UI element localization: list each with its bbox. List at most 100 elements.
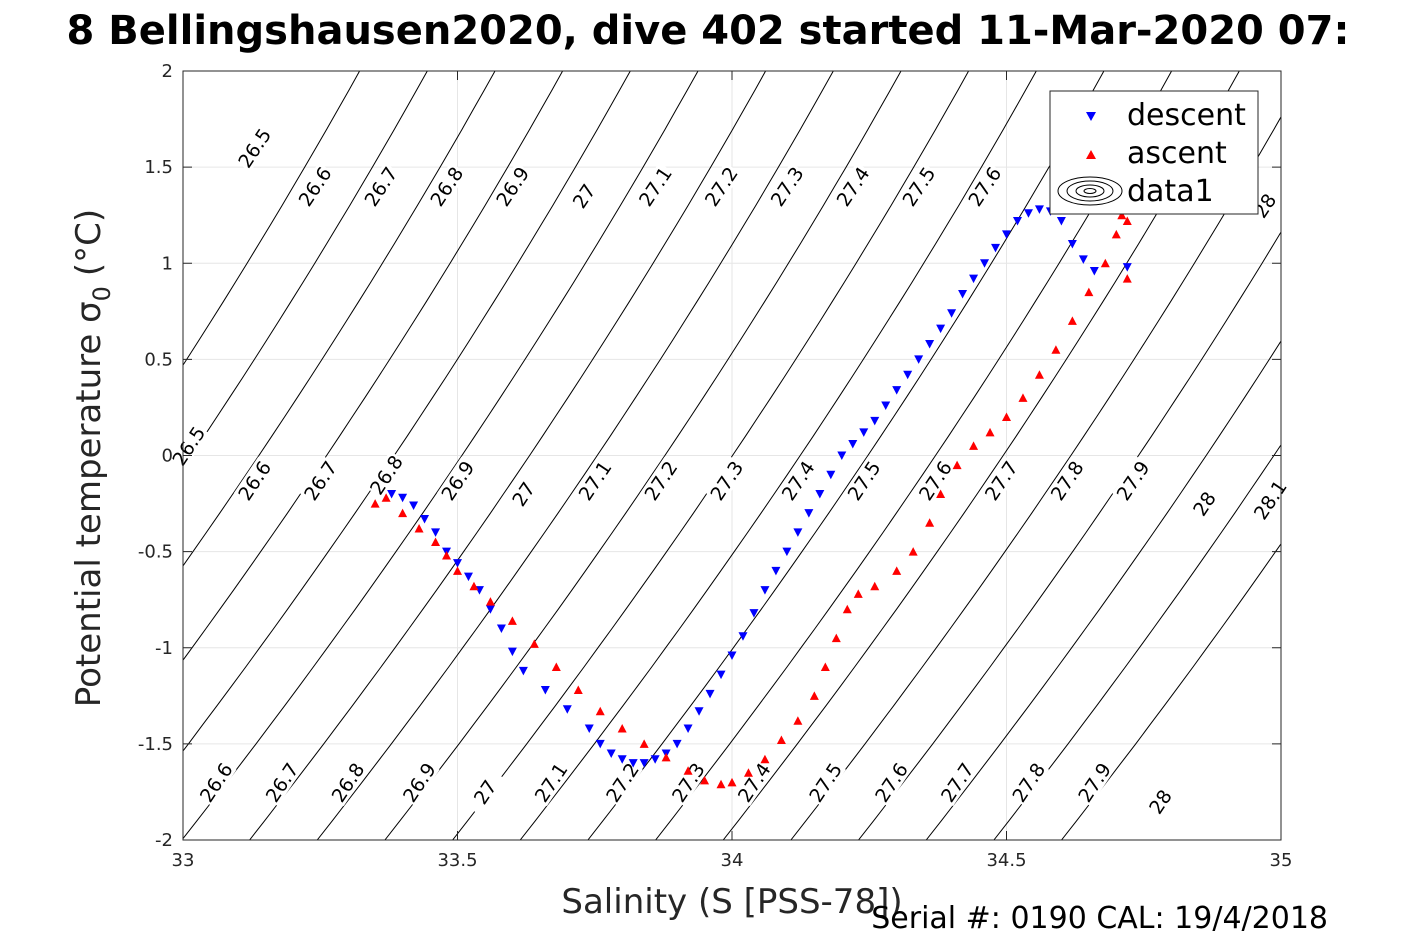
legend-label-data1: data1 (1127, 174, 1214, 209)
descent-point (991, 243, 1001, 253)
descent-point (387, 489, 397, 499)
isopycnal-label-bg (832, 162, 874, 211)
descent-point (1089, 266, 1099, 276)
descent-point (1067, 240, 1077, 249)
descent-point (1056, 216, 1066, 226)
x-tick-label: 35 (1270, 850, 1293, 871)
x-tick-label: 34 (721, 850, 744, 871)
descent-point (771, 566, 781, 576)
ascent-point (952, 460, 962, 470)
x-tick-label: 33 (172, 850, 195, 871)
isopycnal-line (183, 71, 699, 840)
descent-point (606, 749, 616, 758)
descent-point (749, 609, 759, 618)
isopycnal-label-bg (705, 456, 748, 505)
isopycnal-label-bg (327, 758, 369, 807)
isopycnal-label-bg (530, 758, 572, 807)
x-axis-ticks: 33 33.5 34 34.5 35 (172, 71, 1293, 871)
ascent-point (431, 537, 441, 547)
descent-point (793, 528, 803, 537)
descent-point (727, 651, 737, 660)
ascent-point (870, 581, 880, 591)
ascent-point (639, 739, 649, 748)
isopycnal-label-bg (233, 124, 275, 172)
isopycnal-label-bg (870, 758, 912, 807)
descent-point (595, 739, 605, 749)
ascent-point (442, 550, 452, 560)
legend-box (1049, 90, 1259, 215)
chart-title: 8 Bellingshausen2020, dive 402 started 1… (67, 8, 1350, 54)
isopycnal-label-bg (980, 456, 1022, 505)
descent-point (1122, 263, 1132, 272)
ascent-point (743, 768, 753, 777)
x-tick-label: 34.5 (986, 850, 1026, 871)
descent-point (705, 689, 715, 699)
legend: descent ascent data1 (1049, 90, 1259, 215)
legend-label-ascent: ascent (1127, 136, 1227, 171)
ascent-point (727, 777, 737, 787)
isopycnal-line (587, 71, 1105, 840)
ascent-point (776, 735, 786, 745)
descent-point (1023, 209, 1033, 218)
y-tick-label: -1 (155, 638, 173, 659)
ascent-point (793, 716, 803, 725)
isopycnal-label-bg (843, 456, 885, 505)
y-tick-label: -0.5 (138, 542, 173, 563)
descent-point (892, 386, 902, 395)
descent-point (826, 470, 836, 480)
y-axis-label: Potential temperature σ0(°C) (69, 209, 116, 707)
y-tick-label: 1 (162, 253, 173, 274)
descent-point (562, 705, 572, 714)
descent-point (650, 755, 660, 764)
ascent-point (908, 547, 918, 556)
ascent-point (551, 662, 561, 671)
isopycnal-line (316, 71, 834, 840)
ascent-point (453, 566, 462, 575)
ascent-point (969, 441, 979, 450)
descent-point (837, 451, 847, 460)
descent-point (485, 605, 495, 614)
descent-point (1002, 230, 1011, 239)
isopycnal-label-bg (1073, 758, 1115, 807)
descent-point (463, 572, 473, 582)
ascent-point (853, 589, 863, 598)
legend-label-descent: descent (1127, 98, 1246, 133)
isopycnal-label-bg (294, 162, 336, 211)
isopycnal-line (384, 71, 902, 840)
isopycnal-label-bg (563, 172, 605, 220)
descent-point (947, 309, 957, 318)
ascent-point (414, 524, 424, 533)
y-tick-label: 0 (162, 446, 173, 467)
isopycnal-label-bg (1007, 758, 1050, 807)
ascent-point (529, 639, 539, 648)
isopycnal-label-bg (261, 758, 303, 807)
isopycnal-label-bg (804, 758, 846, 807)
ascent-point (760, 754, 770, 764)
ascent-point (1122, 274, 1132, 283)
ascent-point (1002, 412, 1011, 422)
x-axis-label: Salinity (S [PSS-78]) (561, 882, 902, 922)
y-axis-ticks: -2 -1.5 -1 -0.5 0 0.5 1 1.5 2 (138, 61, 1281, 851)
ascent-point (683, 766, 693, 775)
descent-point (683, 724, 693, 733)
ascent-point (892, 566, 902, 575)
descent-point (804, 509, 814, 518)
ascent-point (1067, 316, 1077, 325)
ascent-point (1018, 393, 1028, 402)
ascent-point (809, 691, 819, 700)
ascent-point (985, 427, 995, 437)
descent-point (1034, 205, 1044, 214)
ascent-point (1084, 287, 1094, 297)
isopycnal-line (183, 71, 361, 367)
isopycnal-label-bg (777, 456, 819, 505)
descent-point (881, 401, 891, 411)
descent-point (716, 670, 726, 680)
descent-point (420, 514, 430, 524)
isopycnal-label-bg (914, 456, 956, 505)
isopycnal-line (183, 71, 496, 567)
isopycnal-label-bg (365, 450, 407, 499)
descent-point (694, 707, 704, 716)
descent-point (958, 290, 968, 299)
descent-point (738, 632, 748, 641)
